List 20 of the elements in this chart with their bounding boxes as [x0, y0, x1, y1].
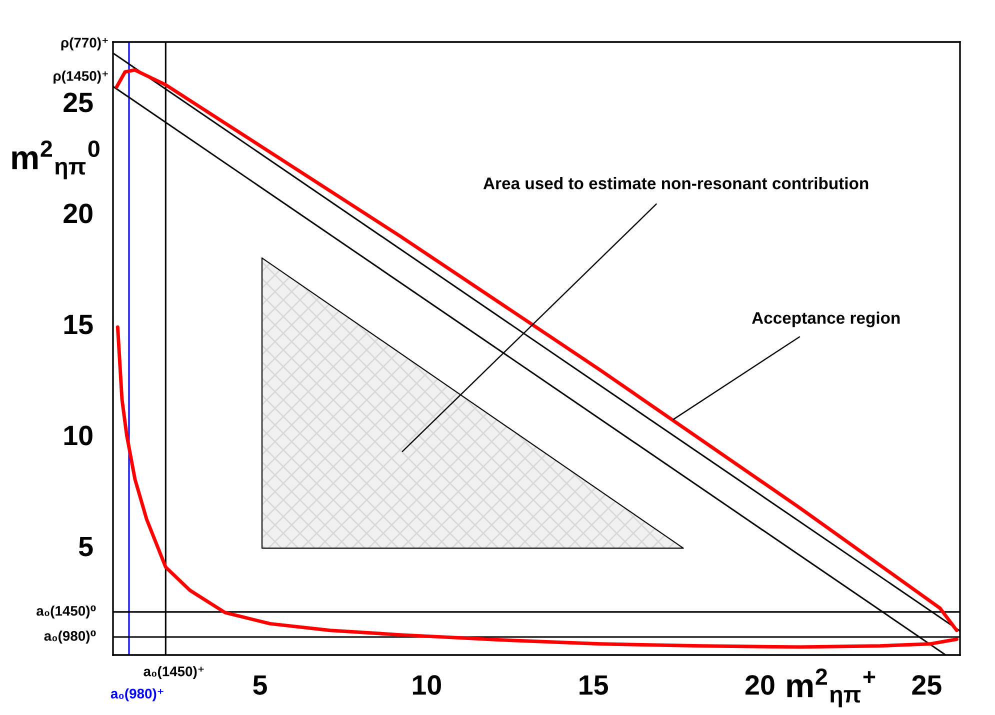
series-label: ρ(770)⁺ [61, 37, 108, 50]
y-tick-label: 5 [78, 536, 93, 556]
y-tick-label: 10 [64, 426, 92, 446]
y-tick-label: 20 [64, 204, 92, 224]
x-tick-label: 10 [412, 675, 441, 695]
x-tick-label: 20 [746, 675, 774, 695]
y-tick-label: 25 [64, 92, 93, 112]
ref-line-label: a₀(980)⁰ [44, 630, 96, 644]
x-tick-label: 5 [253, 675, 267, 695]
series-label: ρ(1450)⁺ [54, 70, 108, 84]
x-axis-title: m$^{2}$$_{ηπ}$$^{+}$ [787, 668, 876, 708]
ref-line-label: a₀(1450)⁺ [144, 666, 204, 680]
annotation: Area used to estimate non-resonant contribution [483, 177, 868, 190]
ref-line-label: a₀(980)⁺ [110, 688, 164, 702]
x-tick-label: 25 [912, 675, 942, 695]
y-tick-label: 15 [64, 314, 93, 334]
x-tick-label: 15 [580, 675, 608, 695]
y-axis-title: m$^{2}$$_{ηπ}$$^{0}$ [12, 140, 100, 180]
annotation: Acceptance region [752, 312, 900, 328]
ref-line-label: a₀(1450)⁰ [36, 605, 96, 619]
